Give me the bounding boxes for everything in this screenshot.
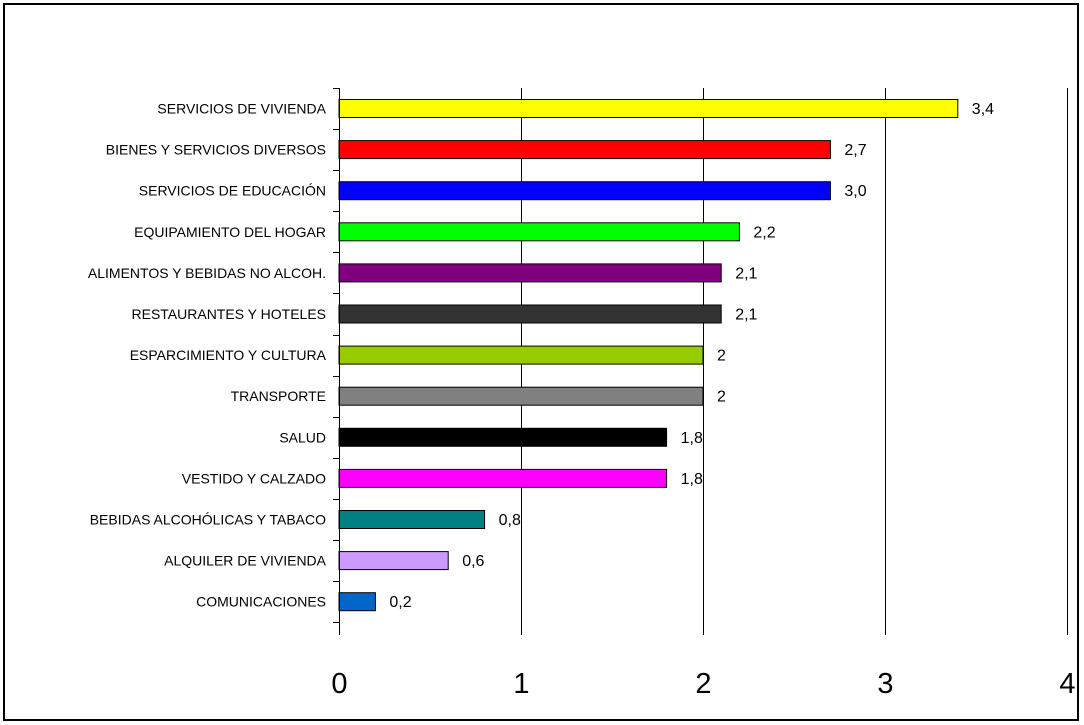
- value-label: 3,0: [844, 183, 866, 200]
- x-axis: 0 1 2 3 4: [331, 88, 1076, 700]
- category-label: ALQUILER DE VIVIENDA: [164, 553, 326, 569]
- category-label: SALUD: [279, 429, 326, 445]
- value-label: 2,7: [844, 142, 866, 159]
- value-label: 3,4: [972, 101, 994, 118]
- category-label: VESTIDO Y CALZADO: [182, 470, 326, 486]
- bar: [338, 345, 704, 365]
- bar: [338, 99, 959, 118]
- value-label: 2,1: [735, 265, 757, 282]
- category-label: ALIMENTOS Y BEBIDAS NO ALCOH.: [88, 265, 326, 281]
- bar: [338, 468, 668, 488]
- category-label: SERVICIOS DE EDUCACIÓN: [139, 183, 326, 199]
- x-tick-label: 0: [331, 668, 347, 700]
- value-label: 0,2: [389, 594, 411, 611]
- category-label: BEBIDAS ALCOHÓLICAS Y TABACO: [90, 512, 326, 528]
- value-label: 2: [717, 348, 726, 365]
- bar: [338, 427, 668, 447]
- category-label: EQUIPAMIENTO DEL HOGAR: [134, 224, 326, 240]
- x-tick-label: 2: [695, 668, 711, 700]
- bar: [338, 181, 831, 201]
- value-label: 0,6: [462, 553, 484, 570]
- bar: [338, 592, 376, 612]
- bar: [338, 263, 722, 283]
- category-label: ESPARCIMIENTO Y CULTURA: [130, 347, 327, 363]
- bar: [338, 304, 722, 324]
- category-label: TRANSPORTE: [231, 388, 326, 404]
- x-tick-label: 1: [513, 668, 529, 700]
- bar: [338, 551, 449, 571]
- value-label: 0,8: [499, 512, 521, 529]
- category-label: SERVICIOS DE VIVIENDA: [157, 101, 326, 117]
- bar: [338, 222, 740, 242]
- category-label: BIENES Y SERVICIOS DIVERSOS: [106, 142, 326, 158]
- value-label: 2: [717, 389, 726, 406]
- value-label: 1,8: [681, 471, 703, 488]
- bar: [338, 140, 831, 160]
- value-label: 2,1: [735, 307, 757, 324]
- bar: [338, 386, 704, 406]
- category-label: RESTAURANTES Y HOTELES: [132, 306, 327, 322]
- bar: [338, 510, 486, 529]
- x-tick-label: 3: [877, 668, 893, 700]
- labels-group: SERVICIOS DE VIVIENDA 3,4 BIENES Y SERVICI…: [88, 101, 994, 612]
- category-label: COMUNICACIONES: [196, 594, 326, 610]
- value-label: 1,8: [681, 430, 703, 447]
- bars-group: [338, 99, 959, 612]
- x-tick-label: 4: [1059, 668, 1075, 700]
- value-label: 2,2: [753, 224, 775, 241]
